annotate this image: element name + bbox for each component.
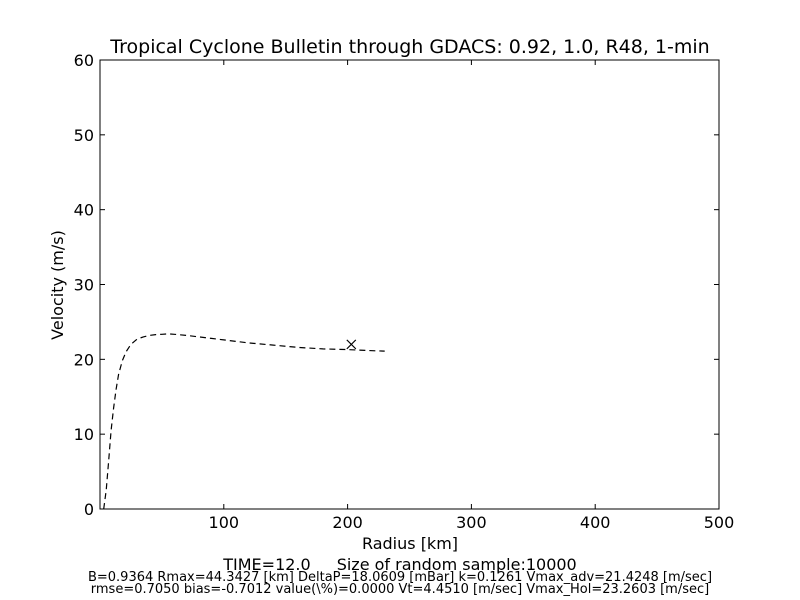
y-tick-label: 20 [74,350,94,369]
footer-statistics: rmse=0.7050 bias=-0.7012 value(\%)=0.000… [90,582,710,597]
footer-sample: Size of random sample:10000 [336,555,577,574]
series-layer [103,333,385,510]
footer-time: TIME=12.0 [223,555,311,574]
y-axis-label: Velocity (m/s) [48,230,67,340]
x-tick-label: 400 [580,513,611,532]
chart-title: Tropical Cyclone Bulletin through GDACS:… [109,36,709,58]
x-axis-label: Radius [km] [362,534,458,553]
x-tick-label: 200 [332,513,363,532]
x-tick-label: 100 [209,513,240,532]
y-tick-label: 10 [74,425,94,444]
footer-parameters: B=0.9364 Rmax=44.3427 [km] DeltaP=18.060… [87,570,713,585]
footer-summary: TIME=12.0 Size of random sample:10000 [0,555,800,574]
marker-layer [346,339,357,350]
axis-ticks: 100 200 300 400 500 0 10 20 30 40 50 60 [74,51,735,532]
x-tick-label: 500 [704,513,735,532]
y-tick-label: 40 [74,201,94,220]
y-tick-label: 0 [84,500,94,519]
y-tick-label: 50 [74,126,94,145]
y-tick-label: 30 [74,276,94,295]
x-marker [346,339,357,350]
x-tick-label: 300 [456,513,487,532]
y-tick-label: 60 [74,51,94,70]
plot-frame [99,59,720,510]
series-line [103,333,385,510]
